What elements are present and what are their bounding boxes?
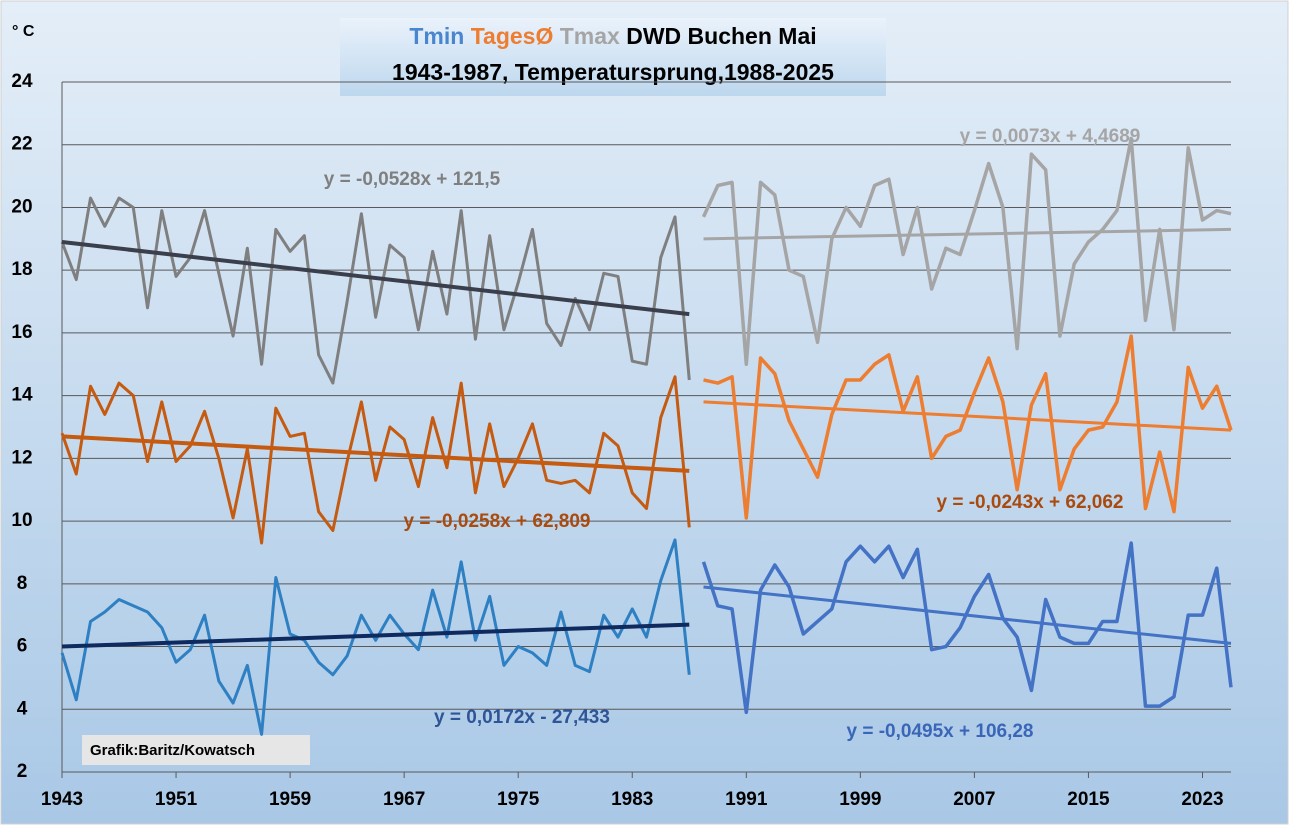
y-tick-label: 6 — [17, 636, 28, 657]
x-tick-label: 1991 — [725, 789, 768, 810]
y-tick-label: 12 — [11, 447, 32, 468]
series-line — [61, 622, 690, 649]
trend-equation: y = -0,0258x + 62,809 — [404, 511, 591, 532]
x-tick-label: 2015 — [1067, 789, 1110, 810]
x-tick-label: 1975 — [497, 789, 540, 810]
series-line — [61, 434, 690, 473]
x-tick-label: 1983 — [611, 789, 653, 810]
trend-equation: y = -0,0495x + 106,28 — [847, 721, 1034, 742]
chart-title: Tmin TagesØ Tmax DWD Buchen Mai — [409, 23, 816, 49]
y-tick-label: 24 — [11, 71, 33, 92]
series-line — [61, 239, 690, 317]
title-part: Tmax — [560, 23, 620, 49]
x-tick-label: 2007 — [953, 789, 995, 810]
y-tick-label: 8 — [17, 573, 28, 594]
trend-equation: y = 0,0073x + 4,4689 — [960, 126, 1141, 147]
x-tick-label: 1999 — [839, 789, 881, 810]
series-line — [703, 334, 1233, 520]
series-line — [60, 375, 691, 545]
x-tick-label: 1967 — [383, 789, 425, 810]
title-box — [340, 18, 886, 96]
credit-box — [82, 735, 310, 765]
y-tick-label: 22 — [11, 134, 32, 155]
x-tick-label: 1959 — [269, 789, 311, 810]
trend-equation: y = 0,0172x - 27,433 — [434, 707, 610, 728]
series-line — [60, 538, 691, 736]
series-line — [701, 136, 1232, 367]
x-tick-label: 1943 — [41, 789, 83, 810]
x-tick-label: 2023 — [1181, 789, 1223, 810]
title-part: Tmin — [409, 23, 464, 49]
trend-equation: y = -0,0243x + 62,062 — [937, 492, 1124, 513]
series-line — [703, 227, 1232, 241]
credit: Grafik:Baritz/Kowatsch — [90, 742, 255, 759]
y-tick-label: 14 — [11, 385, 33, 406]
chart-subtitle: 1943-1987, Temperatursprung,1988-2025 — [392, 59, 834, 85]
trend-equation: y = -0,0528x + 121,5 — [324, 169, 501, 190]
y-tick-label: 2 — [17, 761, 28, 782]
series-line — [703, 585, 1232, 645]
series-line — [701, 541, 1233, 715]
y-tick-label: 4 — [17, 698, 28, 719]
y-tick-label: 16 — [11, 322, 32, 343]
y-tick-label: 10 — [11, 510, 32, 531]
series-line — [703, 400, 1232, 432]
y-tick-label: 20 — [11, 196, 32, 217]
x-tick-label: 1951 — [155, 789, 198, 810]
y-tick-label: 18 — [11, 259, 32, 280]
series-line — [60, 196, 691, 385]
y-axis-label: ° C — [12, 23, 35, 40]
title-part: DWD Buchen Mai — [626, 23, 816, 49]
title-part: TagesØ — [471, 23, 554, 49]
